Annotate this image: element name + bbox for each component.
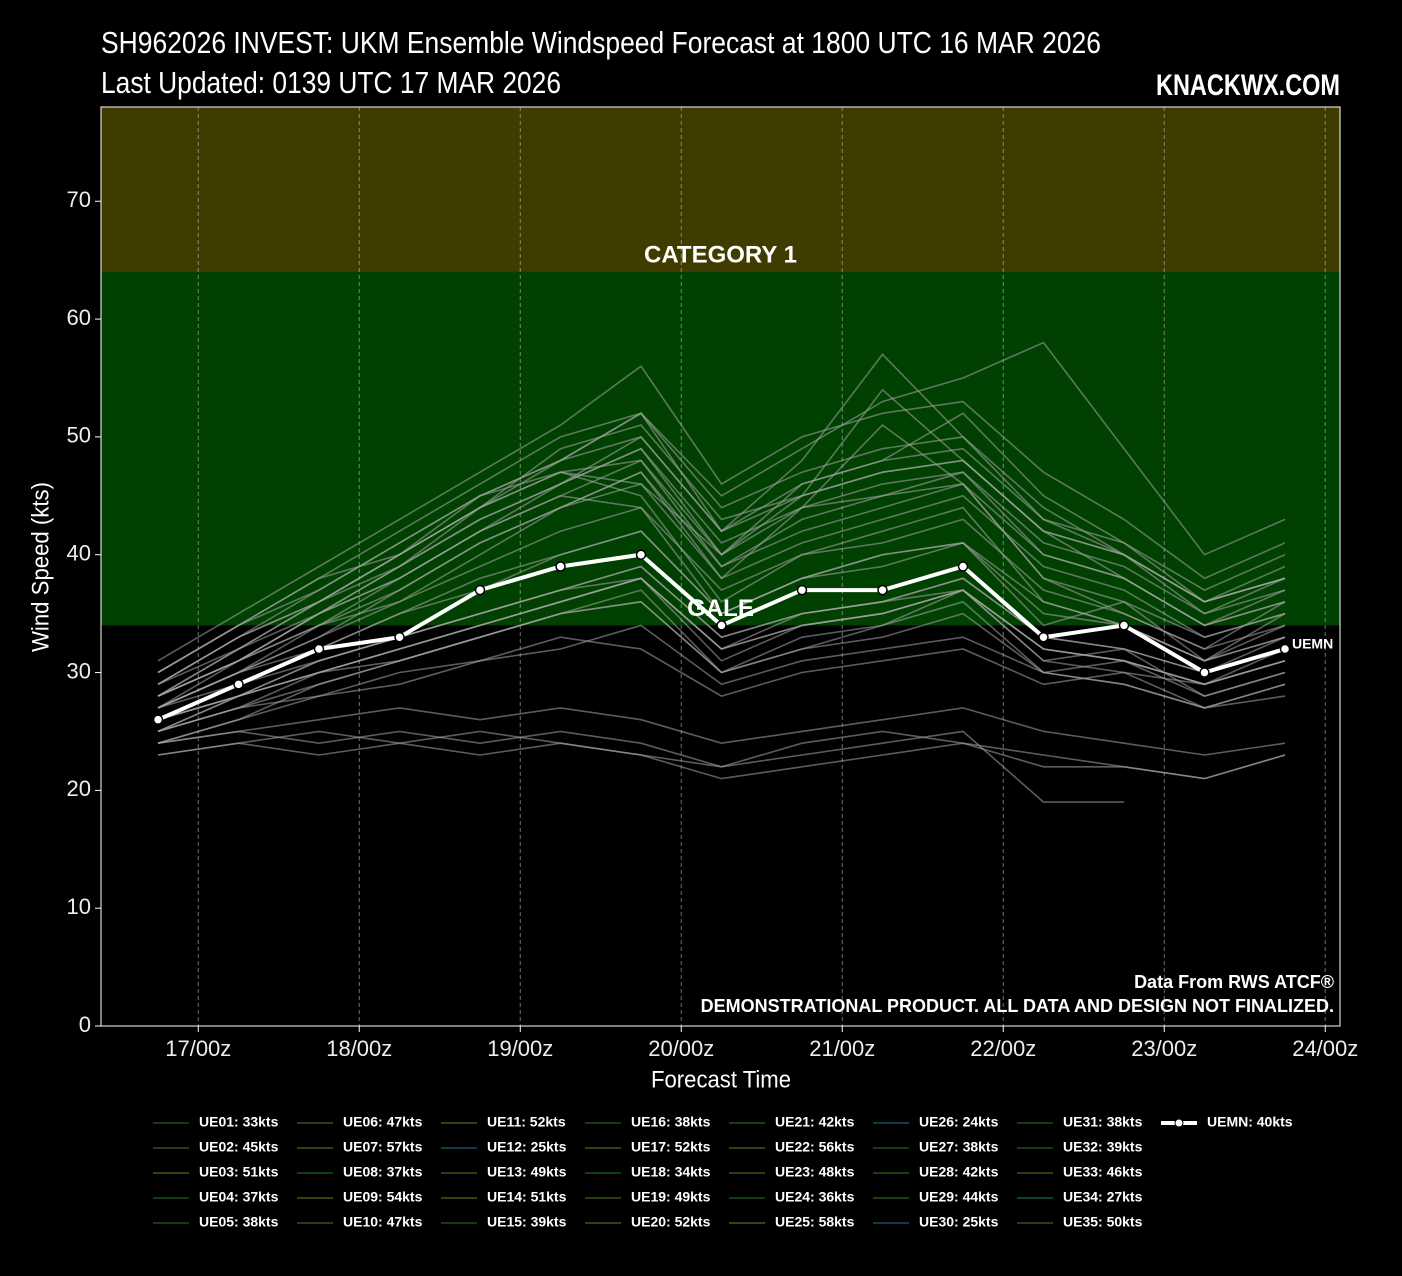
mean-marker [1199,667,1210,678]
legend-label: UE11: 52kts [487,1114,566,1130]
legend-label: UE10: 47kts [343,1214,423,1230]
legend-label: UE07: 57kts [343,1139,423,1155]
y-tick-label: 20 [67,776,91,801]
ensemble-line [157,365,1286,662]
legend-label: UE15: 39kts [487,1214,567,1230]
legend-label: UE22: 56kts [775,1139,855,1155]
legend-label: UE31: 38kts [1063,1114,1143,1130]
plot-area [95,106,1341,1032]
y-tick-label: 40 [67,541,91,566]
legend-label: UE02: 45kts [199,1139,279,1155]
legend-label: UE27: 38kts [919,1139,999,1155]
legend-label: UE28: 42kts [919,1164,999,1180]
x-tick-label: 19/00z [487,1036,553,1061]
legend-label: UE01: 33kts [199,1114,279,1130]
legend-label: UE12: 25kts [487,1139,567,1155]
mean-marker [152,714,164,725]
legend-label: UE09: 54kts [343,1189,423,1205]
legend-label: UE19: 49kts [631,1189,711,1205]
legend-label: UE30: 25kts [919,1214,999,1230]
mean-marker [1279,643,1291,655]
y-tick-label: 50 [67,423,91,448]
legend-label: UE03: 51kts [199,1164,279,1180]
plot-frame [100,106,1341,1027]
mean-marker [555,561,566,572]
legend-label: UE33: 46kts [1063,1164,1143,1180]
x-tick-label: 24/00z [1292,1036,1358,1061]
mean-marker [957,561,969,572]
legend-label: UE13: 49kts [487,1164,567,1180]
y-tick-label: 0 [79,1012,91,1037]
legend-label: UE16: 38kts [631,1114,711,1130]
annotation: Data From RWS ATCF® [1134,972,1334,992]
legend-label: UE17: 52kts [631,1139,711,1155]
x-tick-label: 23/00z [1131,1036,1197,1061]
mean-marker [635,549,647,560]
ensemble-line [157,530,1286,709]
mean-end-label: UEMN [1292,636,1333,652]
mean-marker [796,584,808,596]
y-tick-label: 60 [67,305,91,330]
ensemble-line [157,742,1286,780]
x-tick-label: 21/00z [809,1036,875,1061]
x-tick-label: 18/00z [326,1036,392,1061]
ensemble-line [157,577,1286,733]
ensemble-line [157,600,1286,733]
mean-marker [1038,631,1049,643]
legend-label: UE35: 50kts [1063,1214,1143,1230]
mean-marker [233,679,244,690]
ensemble-line [157,483,1286,697]
legend-label: UE25: 58kts [775,1214,855,1230]
ensemble-line [157,447,1286,697]
chart-subtitle: Last Updated: 0139 UTC 17 MAR 2026 [101,65,561,100]
legend-label: UE14: 51kts [487,1189,567,1205]
legend-label: UE32: 39kts [1063,1139,1143,1155]
x-tick-label: 22/00z [970,1036,1036,1061]
annotation: DEMONSTRATIONAL PRODUCT. ALL DATA AND DE… [701,996,1334,1016]
band-label: CATEGORY 1 [644,241,797,268]
band-label: GALE [687,595,754,622]
y-axis-label: Wind Speed (kts) [27,482,54,652]
ensemble-line [157,506,1286,709]
legend-label: UE34: 27kts [1063,1189,1143,1205]
legend-label: UE04: 37kts [199,1189,279,1205]
ensemble-line [157,459,1286,697]
x-tick-label: 20/00z [648,1036,714,1061]
mean-marker [877,584,888,596]
legend-label: UE29: 44kts [919,1189,999,1205]
chart-title: SH962026 INVEST: UKM Ensemble Windspeed … [101,25,1101,60]
x-axis-label: Forecast Time [651,1066,791,1093]
legend-label: UE20: 52kts [631,1214,711,1230]
legend-marker [1174,1118,1184,1128]
ensemble-line [157,707,1286,756]
legend-label: UE18: 34kts [631,1164,711,1180]
ensemble-line [157,565,1286,721]
watermark: KNACKWX.COM [1156,69,1340,102]
mean-marker [716,620,727,631]
legend-label: UE24: 36kts [775,1189,855,1205]
mean-marker [474,584,486,596]
intensity-band [101,107,1340,272]
y-tick-label: 30 [67,658,91,683]
mean-marker [394,631,405,643]
ensemble-line [157,341,1286,674]
y-tick-label: 70 [67,187,91,212]
ensemble-line [157,730,1124,803]
legend-label: UE21: 42kts [775,1114,855,1130]
legend-label: UE08: 37kts [343,1164,423,1180]
legend-label: UE05: 38kts [199,1214,279,1230]
mean-marker [1118,620,1130,631]
x-tick-label: 17/00z [165,1036,231,1061]
legend-label: UE06: 47kts [343,1114,423,1130]
ensemble-line [157,435,1286,686]
legend-label: UE23: 48kts [775,1164,855,1180]
legend-label: UEMN: 40kts [1207,1114,1293,1130]
ensemble-line [157,636,1286,733]
y-tick-label: 10 [67,894,91,919]
ensemble-line [157,412,1286,674]
mean-marker [313,643,325,655]
legend-label: UE26: 24kts [919,1114,999,1130]
